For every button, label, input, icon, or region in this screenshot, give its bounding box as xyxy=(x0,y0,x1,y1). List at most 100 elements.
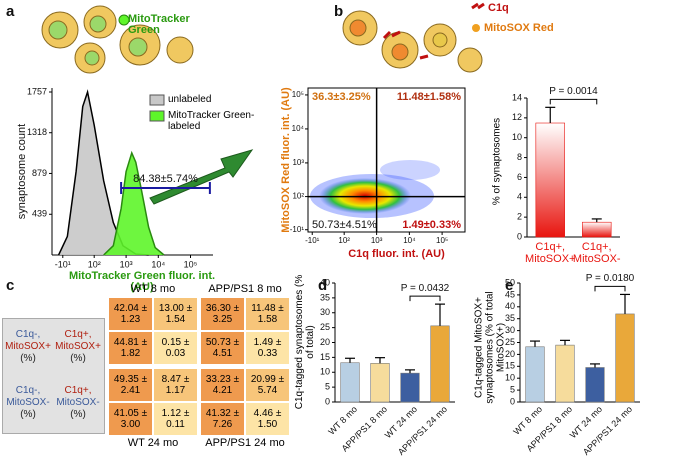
row-label-part: (%) xyxy=(20,353,36,364)
x-axis-label: C1q fluor. int. (AU) xyxy=(348,248,445,260)
table-cell: 42.04 ± 1.23 xyxy=(108,297,153,331)
y-tick-label: 10⁵ xyxy=(292,90,304,99)
y-tick-label: 6 xyxy=(517,172,522,182)
significance-bracket xyxy=(594,285,626,292)
icon-synaptosomes-a xyxy=(41,5,194,74)
y-tick-label: 10 xyxy=(505,373,515,383)
bar xyxy=(370,363,390,403)
group-title: APP/PS1 8 mo xyxy=(208,283,282,295)
panel-letter: c xyxy=(6,277,14,294)
x-tick-label: 10⁴ xyxy=(403,236,416,245)
row-label: C1q-, MitoSOX- (%) xyxy=(4,376,52,430)
table-cell: 44.81 ± 1.82 xyxy=(108,331,153,365)
y-tick-label: 20 xyxy=(505,349,515,359)
bar xyxy=(582,221,612,238)
row-label-part: C1q+, xyxy=(64,329,92,340)
icon-synaptosomes-b xyxy=(342,2,485,73)
x-tick-label: 10³ xyxy=(371,236,383,245)
panel-letter: d xyxy=(318,277,327,294)
row-label: C1q+, MitoSOX+ (%) xyxy=(54,320,102,374)
y-tick-label: 12 xyxy=(512,112,522,122)
y-tick-label: 439 xyxy=(32,209,47,219)
table-cell: 0.15 ± 0.03 xyxy=(153,331,198,365)
density-cloud xyxy=(310,160,440,218)
significance-bracket xyxy=(409,295,441,302)
icon-label: MitoSOX Red xyxy=(484,22,554,34)
x-tick-label: 10³ xyxy=(120,259,133,269)
panel-letter: a xyxy=(6,3,15,20)
x-tick-label: 10² xyxy=(88,259,101,269)
y-tick-label: 0 xyxy=(510,396,515,406)
p-value: P = 0.0180 xyxy=(586,273,635,284)
y-tick-label: 40 xyxy=(320,277,330,287)
y-tick-label: 25 xyxy=(320,322,330,332)
y-tick-label: 0 xyxy=(517,231,522,241)
y-tick-label: 879 xyxy=(32,168,47,178)
bar xyxy=(615,313,635,403)
y-tick-label: 1318 xyxy=(27,127,47,137)
y-tick-label: 30 xyxy=(320,307,330,317)
histogram-area xyxy=(103,150,165,256)
y-tick-label: 14 xyxy=(512,92,522,102)
quadrant-label: 11.48±1.58% xyxy=(397,91,461,103)
group-title: WT 24 mo xyxy=(127,437,179,449)
panel-letter: e xyxy=(505,277,513,294)
arrow xyxy=(149,149,254,205)
group-title: APP/PS1 24 mo xyxy=(205,437,285,449)
row-label-part: MitoSOX+ xyxy=(5,341,51,352)
y-tick-label: 35 xyxy=(505,313,515,323)
x-tick-label: 10² xyxy=(338,236,350,245)
plot-frame xyxy=(307,87,466,233)
y-tick-label: 20 xyxy=(320,337,330,347)
y-tick-label: 25 xyxy=(505,337,515,347)
table-cell: 4.46 ± 1.50 xyxy=(245,402,290,436)
icon-label: MitoTracker Green xyxy=(128,13,190,36)
row-label-part: C1q-, xyxy=(15,385,41,396)
icon-legend-dot xyxy=(118,14,130,26)
legend-label: MitoTracker Green-labeled xyxy=(168,110,255,132)
legend-swatch xyxy=(149,110,165,122)
y-tick-label: 30 xyxy=(505,325,515,335)
y-tick-label: 15 xyxy=(505,361,515,371)
x-tick-label: -10¹ xyxy=(55,259,71,269)
row-label-part: C1q-, xyxy=(15,329,41,340)
y-tick-label: 15 xyxy=(320,352,330,362)
y-axis-label: MitoSOX Red fluor. int. (AU) xyxy=(280,87,292,233)
bar xyxy=(535,122,565,238)
bar xyxy=(585,367,605,403)
y-tick-label: 40 xyxy=(505,301,515,311)
y-tick-label: 10 xyxy=(512,132,522,142)
x-axis-label: MitoTracker Green fluor. int. (AU) xyxy=(68,270,216,293)
table-cell: 1.49 ± 0.33 xyxy=(245,331,290,365)
y-axis-label: C1q-tagged MitoSOX+ synaptosomes (% of t… xyxy=(473,290,507,404)
row-label-part: MitoSOX+ xyxy=(55,341,101,352)
group-title: WT 8 mo xyxy=(130,283,176,295)
table-cell: 13.00 ± 1.54 xyxy=(153,297,198,331)
row-label-part: (%) xyxy=(20,409,36,420)
bar xyxy=(525,346,545,403)
x-tick-label: 10⁵ xyxy=(184,259,198,269)
row-label-part: C1q+, xyxy=(64,385,92,396)
y-tick-label: 0 xyxy=(325,396,330,406)
table-cell: 8.47 ± 1.17 xyxy=(153,368,198,402)
table-cell: 41.32 ± 7.26 xyxy=(200,402,245,436)
legend-swatch xyxy=(149,94,165,106)
y-tick-label: 10 xyxy=(320,367,330,377)
significance-bracket xyxy=(549,98,598,105)
row-label-part: (%) xyxy=(70,353,86,364)
table-cell: 33.23 ± 4.21 xyxy=(200,368,245,402)
quadrant-label: 50.73±4.51% xyxy=(312,219,377,231)
y-tick-label: 4 xyxy=(517,192,522,202)
icon-label: C1q xyxy=(488,2,509,14)
y-axis-label: synaptosome count xyxy=(16,124,28,219)
y-axis-label: C1q-tagged synaptosomes (% of total) xyxy=(294,274,316,409)
x-tick-label: 10⁴ xyxy=(151,259,165,269)
quadrant-label: 36.3±3.25% xyxy=(312,91,371,103)
panel-letter: b xyxy=(334,3,343,20)
y-tick-label: 45 xyxy=(505,289,515,299)
bar xyxy=(555,344,575,403)
y-tick-label: 8 xyxy=(517,152,522,162)
table-cell: 20.99 ± 5.74 xyxy=(245,368,290,402)
row-label: C1q+, MitoSOX- (%) xyxy=(54,376,102,430)
